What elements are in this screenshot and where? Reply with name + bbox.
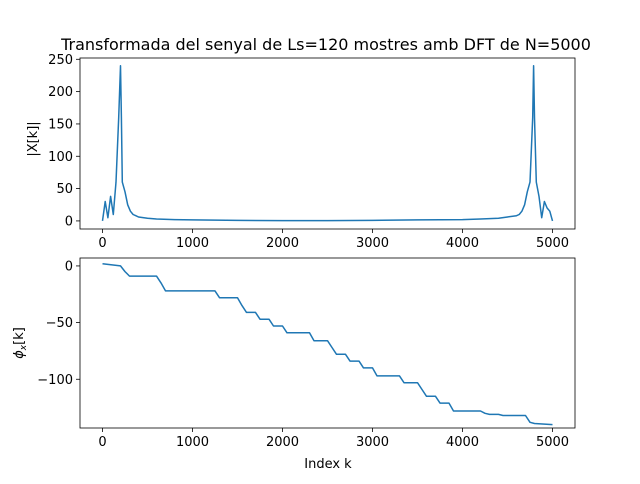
top-ticks: 0 1000 2000 3000 4000 5000 0 50 100 150 200 250 — [48, 53, 569, 251]
top-series-line — [101, 65, 554, 222]
top-y-tick-label: 200 — [48, 85, 73, 100]
top-x-tick-label: 3000 — [356, 236, 389, 251]
bottom-y-tick-label: −100 — [37, 373, 73, 388]
top-x-tick-label: 2000 — [266, 236, 299, 251]
top-x-tick-label: 1000 — [176, 236, 209, 251]
top-y-tick-label: 150 — [48, 117, 73, 132]
bottom-x-tick-label: 2000 — [266, 435, 299, 450]
bottom-x-tick-label: 3000 — [356, 435, 389, 450]
top-y-tick-label: 100 — [48, 150, 73, 165]
top-x-tick-label: 5000 — [536, 236, 569, 251]
bottom-ticks: 0 1000 2000 3000 4000 5000 0 −50 −100 — [37, 259, 569, 450]
top-x-tick-label: 0 — [98, 236, 106, 251]
bottom-x-tick-label: 0 — [98, 435, 106, 450]
top-axes-frame — [79, 57, 576, 230]
top-chart-title: Transformada del senyal de Ls=120 mostre… — [60, 35, 591, 54]
bottom-axes-frame — [79, 257, 576, 429]
top-x-tick-label: 4000 — [446, 236, 479, 251]
bottom-x-axis-label: Index k — [304, 457, 352, 472]
bottom-x-tick-label: 4000 — [446, 435, 479, 450]
top-subplot: Transformada del senyal de Ls=120 mostre… — [26, 35, 591, 251]
top-y-tick-label: 250 — [48, 53, 73, 68]
top-y-axis-label: |X[k]| — [26, 121, 41, 156]
bottom-y-tick-label: 0 — [65, 259, 73, 274]
bottom-y-tick-label: −50 — [46, 316, 73, 331]
bottom-x-tick-label: 5000 — [536, 435, 569, 450]
top-plot-area — [101, 65, 554, 222]
bottom-y-axis-label: ϕx[k] — [12, 327, 29, 359]
bottom-subplot: ϕx[k] Index k 0 1000 2000 3000 4000 5000 0 −50 −… — [12, 257, 576, 472]
top-y-tick-label: 0 — [65, 214, 73, 229]
top-y-tick-label: 50 — [56, 182, 73, 197]
bottom-x-tick-label: 1000 — [176, 435, 209, 450]
bottom-series-line — [102, 262, 553, 426]
bottom-plot-area — [102, 262, 553, 426]
